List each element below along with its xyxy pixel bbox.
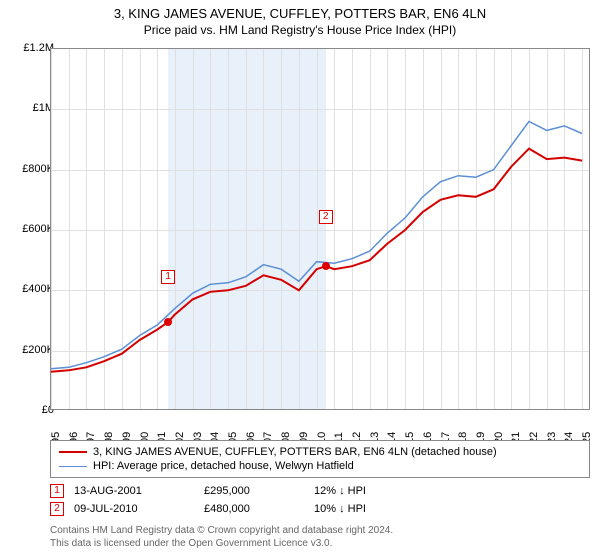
sale-marker-icon: 2: [50, 502, 64, 516]
sale-row: 1 13-AUG-2001 £295,000 12% ↓ HPI: [50, 482, 590, 500]
series-hpi: [51, 121, 582, 368]
legend-item: 3, KING JAMES AVENUE, CUFFLEY, POTTERS B…: [59, 445, 581, 459]
legend-swatch: [59, 466, 87, 467]
chart-title: 3, KING JAMES AVENUE, CUFFLEY, POTTERS B…: [0, 0, 600, 21]
legend-item: HPI: Average price, detached house, Welw…: [59, 459, 581, 473]
sale-date: 09-JUL-2010: [74, 503, 194, 515]
chart-subtitle: Price paid vs. HM Land Registry's House …: [0, 21, 600, 37]
sale-point: [164, 318, 172, 326]
sale-marker: 1: [161, 270, 175, 284]
legend-label: HPI: Average price, detached house, Welw…: [93, 460, 354, 472]
sale-price: £295,000: [204, 485, 304, 497]
footer-line: Contains HM Land Registry data © Crown c…: [50, 524, 393, 537]
sale-row: 2 09-JUL-2010 £480,000 10% ↓ HPI: [50, 500, 590, 518]
legend: 3, KING JAMES AVENUE, CUFFLEY, POTTERS B…: [50, 440, 590, 478]
legend-label: 3, KING JAMES AVENUE, CUFFLEY, POTTERS B…: [93, 446, 497, 458]
sale-marker-icon: 1: [50, 484, 64, 498]
sale-hpi-diff: 12% ↓ HPI: [314, 485, 434, 497]
sale-hpi-diff: 10% ↓ HPI: [314, 503, 434, 515]
footer-attribution: Contains HM Land Registry data © Crown c…: [50, 524, 393, 550]
sales-table: 1 13-AUG-2001 £295,000 12% ↓ HPI 2 09-JUL-201…: [50, 482, 590, 518]
sale-price: £480,000: [204, 503, 304, 515]
chart-container: 3, KING JAMES AVENUE, CUFFLEY, POTTERS B…: [0, 0, 600, 560]
legend-swatch: [59, 451, 87, 453]
sale-marker: 2: [319, 210, 333, 224]
footer-line: This data is licensed under the Open Gov…: [50, 537, 393, 550]
series-address: [51, 149, 582, 372]
plot-area: 12: [50, 48, 590, 410]
line-plot: [51, 49, 589, 409]
sale-point: [322, 262, 330, 270]
sale-date: 13-AUG-2001: [74, 485, 194, 497]
